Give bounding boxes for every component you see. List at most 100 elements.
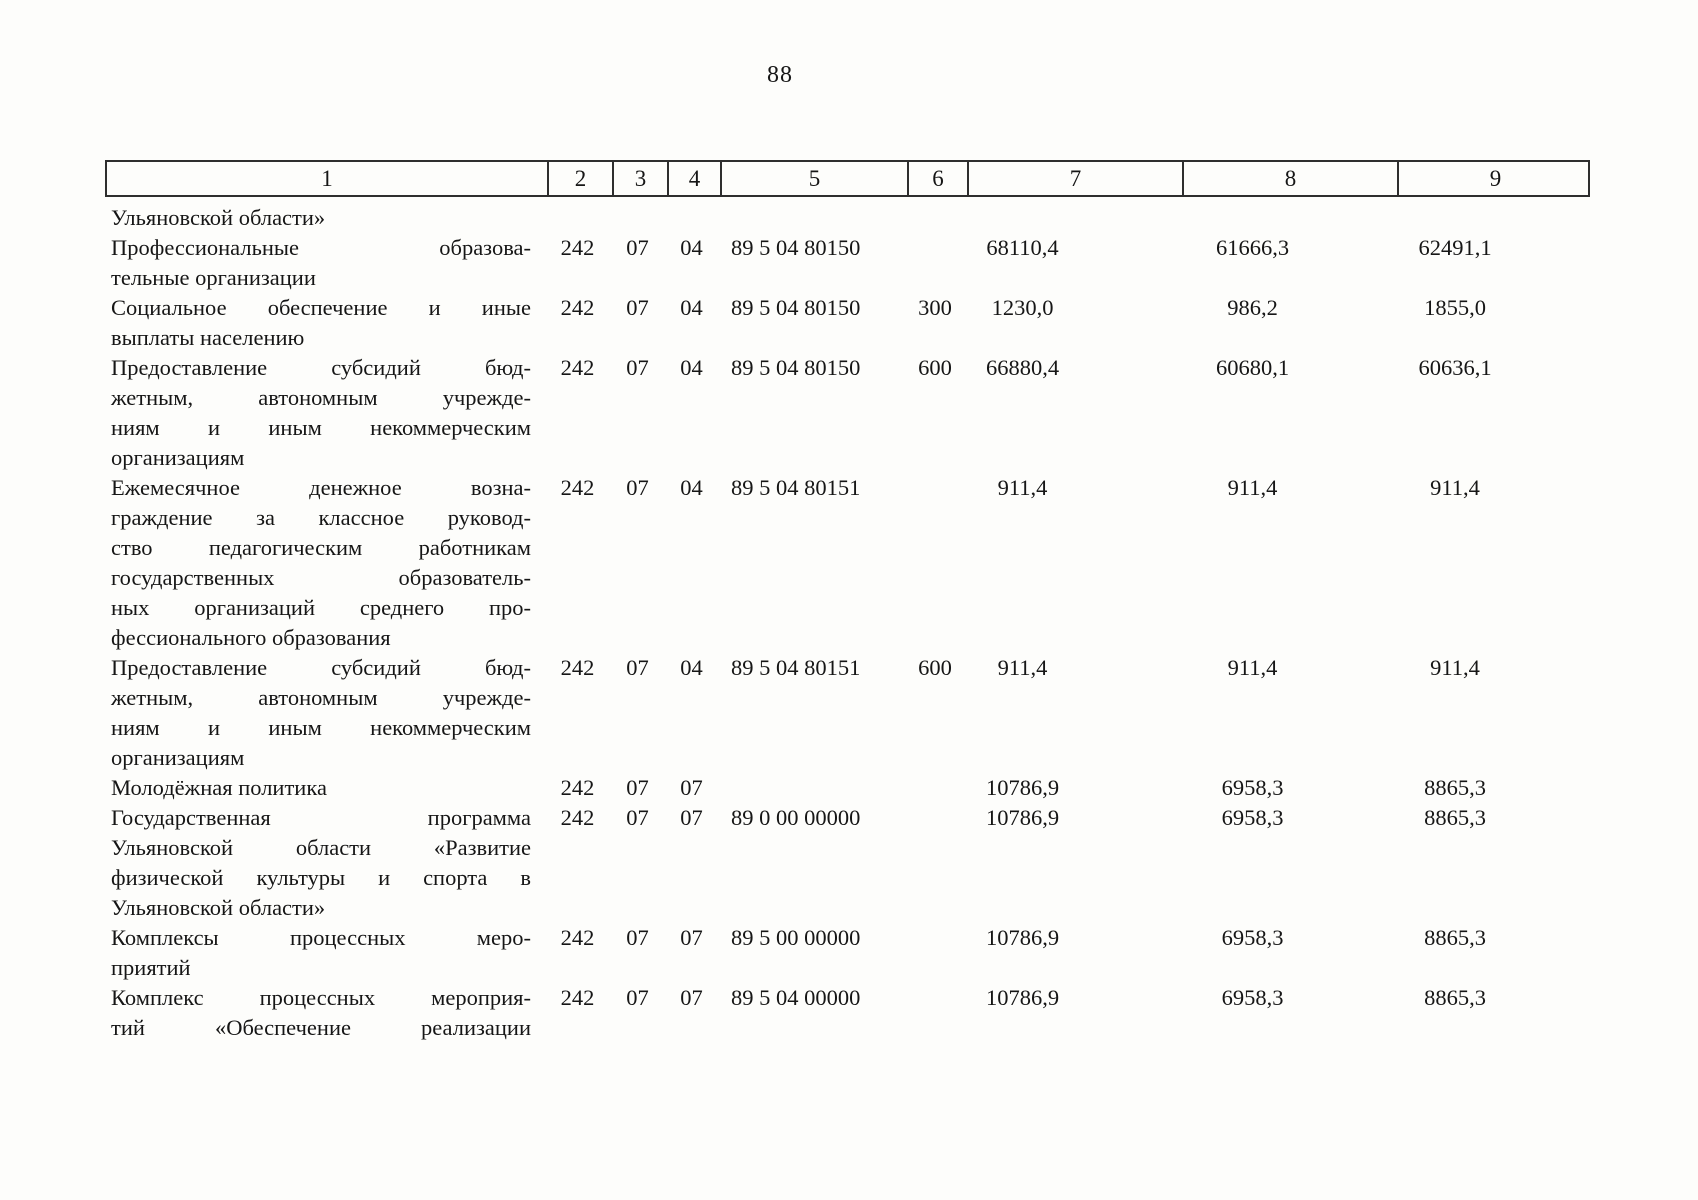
- cell-c8: [1180, 203, 1395, 233]
- row-label-line: ниям и иным некоммерческим: [111, 715, 531, 740]
- cell-c9: 8865,3: [1424, 925, 1486, 950]
- cell-c3: 07: [626, 235, 649, 260]
- row-label-line: Государственная программа: [111, 805, 531, 830]
- row-label-line: Предоставление субсидий бюд-: [111, 355, 531, 380]
- row-label: Ульяновской области»: [105, 203, 545, 233]
- row-label-line: фессионального образования: [111, 625, 391, 650]
- cell-c5: [718, 773, 905, 803]
- cell-c3: 07: [626, 775, 649, 800]
- cell-c4: 07: [680, 805, 703, 830]
- table-row: Профессиональные образова-тельные органи…: [105, 233, 1590, 293]
- cell-c9: 62491,1: [1418, 235, 1492, 260]
- column-header-9: 9: [1397, 162, 1592, 195]
- column-header-3: 3: [612, 162, 667, 195]
- row-label-line: жетным, автономным учрежде-: [111, 385, 531, 410]
- cell-c7: 66880,4: [985, 355, 1060, 380]
- cell-c8: 911,4: [1227, 655, 1278, 680]
- row-label-line: Социальное обеспечение и иные: [111, 295, 531, 320]
- row-label-line: Ежемесячное денежное возна-: [111, 475, 531, 500]
- cell-c3: 07: [626, 985, 649, 1010]
- row-label: Социальное обеспечение и иные выплаты нас…: [105, 293, 545, 353]
- row-label-line: приятий: [111, 955, 191, 980]
- cell-c2: [545, 203, 610, 233]
- cell-c3: 07: [626, 655, 649, 680]
- cell-c7: 68110,4: [986, 235, 1059, 260]
- cell-c4: 07: [680, 925, 703, 950]
- row-label-line: ных организаций среднего про-: [111, 595, 531, 620]
- cell-c8: 6958,3: [1221, 805, 1284, 830]
- cell-c2: 242: [560, 775, 595, 800]
- cell-c6: [905, 923, 965, 983]
- row-label: Профессиональные образова-тельные органи…: [105, 233, 545, 293]
- cell-c5: 89 5 00 00000: [731, 925, 861, 950]
- cell-c3: 07: [626, 295, 649, 320]
- row-label-line: физической культуры и спорта в: [111, 865, 531, 890]
- cell-c6: 600: [918, 655, 952, 680]
- row-label-line: выплаты населению: [111, 325, 305, 350]
- table-row: Комплексы процессных меро-приятий 242 07 07…: [105, 923, 1590, 983]
- table-row: Государственная программа Ульяновской обл…: [105, 803, 1590, 923]
- column-header-4: 4: [667, 162, 720, 195]
- cell-c5: 89 5 04 80151: [731, 655, 861, 680]
- cell-c8: 6958,3: [1221, 925, 1284, 950]
- cell-c2: 242: [560, 805, 595, 830]
- cell-c5: 89 0 00 00000: [731, 805, 861, 830]
- row-label-line: ниям и иным некоммерческим: [111, 415, 531, 440]
- row-label-line: жетным, автономным учрежде-: [111, 685, 531, 710]
- column-header-6: 6: [907, 162, 967, 195]
- cell-c4: 04: [680, 475, 703, 500]
- cell-c4: 07: [680, 775, 703, 800]
- cell-c9: 1855,0: [1424, 295, 1486, 320]
- cell-c5: [718, 203, 905, 233]
- cell-c3: 07: [626, 355, 649, 380]
- cell-c5: 89 5 04 80150: [731, 295, 861, 320]
- cell-c2: 242: [560, 655, 595, 680]
- table-row: Социальное обеспечение и иные выплаты нас…: [105, 293, 1590, 353]
- row-label-line: государственных образователь-: [111, 565, 531, 590]
- column-header-7: 7: [967, 162, 1182, 195]
- cell-c9: 60636,1: [1418, 355, 1492, 380]
- table-row: Предоставление субсидий бюд-жетным, авто…: [105, 353, 1590, 473]
- cell-c7: 911,4: [997, 655, 1048, 680]
- row-label-line: тий «Обеспечение реализации: [111, 1015, 531, 1040]
- cell-c4: 04: [680, 235, 703, 260]
- cell-c2: 242: [560, 475, 595, 500]
- cell-c5: 89 5 04 00000: [731, 985, 861, 1010]
- table-row: Ежемесячное денежное возна-граждение за …: [105, 473, 1590, 653]
- row-label-line: Комплексы процессных меро-: [111, 925, 531, 950]
- column-header-1: 1: [321, 165, 333, 191]
- cell-c6: 300: [918, 295, 952, 320]
- cell-c6: [905, 473, 965, 653]
- cell-c3: 07: [626, 475, 649, 500]
- cell-c9: 911,4: [1430, 475, 1480, 500]
- row-label-line: Ульяновской области»: [111, 205, 326, 230]
- row-label-line: Ульяновской области»: [111, 895, 326, 920]
- cell-c6: 600: [918, 355, 952, 380]
- row-label-line: Молодёжная политика: [111, 775, 327, 800]
- cell-c2: 242: [560, 355, 595, 380]
- cell-c5: 89 5 04 80150: [731, 355, 861, 380]
- row-label-line: организациям: [111, 445, 245, 470]
- cell-c6: [905, 203, 965, 233]
- cell-c7: 10786,9: [985, 985, 1060, 1010]
- cell-c6: [905, 983, 965, 1043]
- cell-c9: 8865,3: [1424, 985, 1486, 1010]
- cell-c7: 10786,9: [985, 775, 1060, 800]
- cell-c9: 911,4: [1430, 655, 1480, 680]
- row-label-line: тельные организации: [111, 265, 316, 290]
- cell-c8: 6958,3: [1221, 775, 1284, 800]
- cell-c7: 10786,9: [985, 805, 1060, 830]
- cell-c2: 242: [560, 295, 595, 320]
- cell-c3: [610, 203, 665, 233]
- page-number: 88: [767, 62, 793, 88]
- cell-c6: [905, 803, 965, 923]
- cell-c8: 61666,3: [1215, 235, 1290, 260]
- table-body: Ульяновской области» Профессиональные обр…: [105, 197, 1590, 1043]
- table-row: Предоставление субсидий бюд-жетным, авто…: [105, 653, 1590, 773]
- column-header-2: 2: [547, 162, 612, 195]
- row-label-line: Профессиональные образова-: [111, 235, 531, 260]
- cell-c9: 8865,3: [1424, 775, 1486, 800]
- column-header-5: 5: [720, 162, 907, 195]
- row-label: Предоставление субсидий бюд-жетным, авто…: [105, 653, 545, 773]
- table-row: Ульяновской области»: [105, 203, 1590, 233]
